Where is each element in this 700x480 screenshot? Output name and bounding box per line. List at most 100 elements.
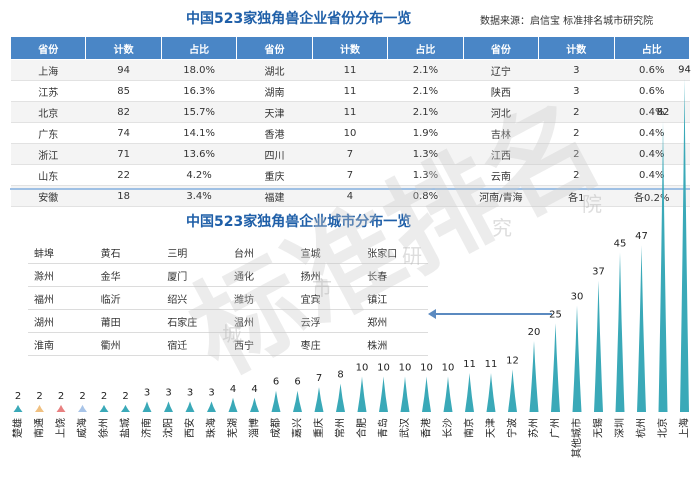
table-row: 浙江 71 13.6% 四川 7 1.3% 江西 2 0.4% [10,143,690,165]
data-label: 4 [251,384,257,395]
category-label: 南通 [33,418,46,438]
bar-嘉兴 [293,390,302,412]
data-label: 45 [614,238,627,249]
province-cell: 福建 [236,185,313,207]
bar-珠海 [207,401,216,412]
province-cell: 16.3% [161,80,237,102]
province-cell: 云南 [463,164,539,186]
province-cell: 0.6% [614,59,690,81]
category-label: 济南 [140,418,153,438]
data-label: 3 [165,387,171,398]
bar-西安 [185,401,195,412]
province-cell: 江西 [463,143,539,165]
arrow-line [432,313,552,315]
bar-盐城 [121,404,130,412]
bar-常州 [336,383,345,412]
province-cell: 山东 [10,164,86,186]
bar-武汉 [400,376,410,412]
section-divider [10,188,690,190]
province-cell: 2.1% [387,101,464,123]
province-cell: 4 [312,185,388,207]
province-header-cell: 占比 [387,36,464,60]
city-title: 中国523家独角兽企业城市分布一览 [186,214,412,230]
category-label: 沈阳 [162,418,175,438]
province-cell: 85 [85,80,162,102]
table-row: 蚌埠 黄石 三明 台州 宣城 张家口 [28,241,428,264]
bar-上饶 [56,404,66,412]
province-cell: 安徽 [10,185,86,207]
data-label: 37 [592,267,605,278]
city-cell: 温州 [227,309,295,333]
city-cell: 绍兴 [161,286,228,310]
province-cell: 2.1% [387,80,464,102]
bar-南京 [465,372,474,412]
province-cell: 2 [538,101,614,123]
data-label: 10 [377,363,390,374]
province-cell: 0.4% [614,164,690,186]
data-label: 10 [399,363,412,374]
city-cell: 黄石 [94,241,162,264]
bar-北京 [658,120,668,413]
bar-重庆 [314,387,324,412]
province-cell: 重庆 [236,164,313,186]
data-label: 3 [187,387,193,398]
data-label: 82 [657,107,670,118]
data-label: 47 [635,231,648,242]
category-label: 苏州 [527,418,540,438]
bar-合肥 [357,376,367,412]
city-table: 蚌埠 黄石 三明 台州 宣城 张家口 滁州 金华 厦门 通化 扬州 长春 福州 临沂 绍兴 潍坊 宜宾 镇江 湖州莆… [28,241,428,356]
province-cell: 2.1% [387,59,464,81]
bar-杭州 [637,245,646,412]
province-header-cell: 计数 [538,36,615,60]
province-cell: 天津 [236,101,313,123]
arrow-head-icon [428,309,436,319]
province-cell: 1.9% [387,122,464,144]
data-label: 4 [230,384,236,395]
province-cell: 0.4% [614,101,690,123]
city-cell: 金华 [94,263,162,287]
category-label: 重庆 [312,418,325,438]
province-cell: 18.0% [161,59,237,81]
province-cell: 辽宁 [463,59,539,81]
data-label: 10 [420,363,433,374]
city-cell: 淮南 [28,332,95,356]
category-label: 芜湖 [226,418,239,438]
province-cell: 湖南 [236,80,313,102]
province-cell: 浙江 [10,143,86,165]
province-header-cell: 计数 [85,36,162,60]
category-label: 武汉 [398,418,411,438]
city-cell: 通化 [227,263,295,287]
category-label: 常州 [334,418,347,438]
city-cell: 滁州 [28,263,95,287]
province-cell: 82 [85,101,162,123]
province-cell: 94 [85,59,162,81]
city-cell: 潍坊 [227,286,295,310]
city-cell: 枣庄 [294,332,362,356]
province-cell: 0.8% [387,185,464,207]
table-row: 广东 74 14.1% 香港 10 1.9% 吉林 2 0.4% [10,122,690,144]
table-row: 安徽 18 3.4% 福建 4 0.8% 河南/青海 各1 各0.2% [10,185,690,207]
bar-宁波 [508,369,517,412]
data-label: 20 [528,327,541,338]
province-cell: 河北 [463,101,539,123]
data-label: 2 [122,391,128,402]
bar-长沙 [443,376,453,412]
category-label: 上海 [678,418,691,438]
province-cell: 11 [312,59,388,81]
province-cell: 0.4% [614,143,690,165]
table-row: 江苏 85 16.3% 湖南 11 2.1% 陕西 3 0.6% [10,80,690,102]
bar-成都 [271,390,281,412]
category-label: 北京 [656,418,669,438]
city-cell: 莆田 [94,309,162,333]
city-cell: 三明 [161,241,228,264]
bar-楚雄 [13,404,23,412]
bar-青岛 [379,376,388,412]
province-title: 中国523家独角兽企业省份分布一览 [186,11,412,27]
table-row: 北京 82 15.7% 天津 11 2.1% 河北 2 0.4% [10,101,690,123]
province-cell: 3.4% [161,185,237,207]
province-cell: 10 [312,122,388,144]
province-cell: 3 [538,80,614,102]
city-cell: 蚌埠 [28,241,95,264]
category-label: 成都 [270,418,282,438]
